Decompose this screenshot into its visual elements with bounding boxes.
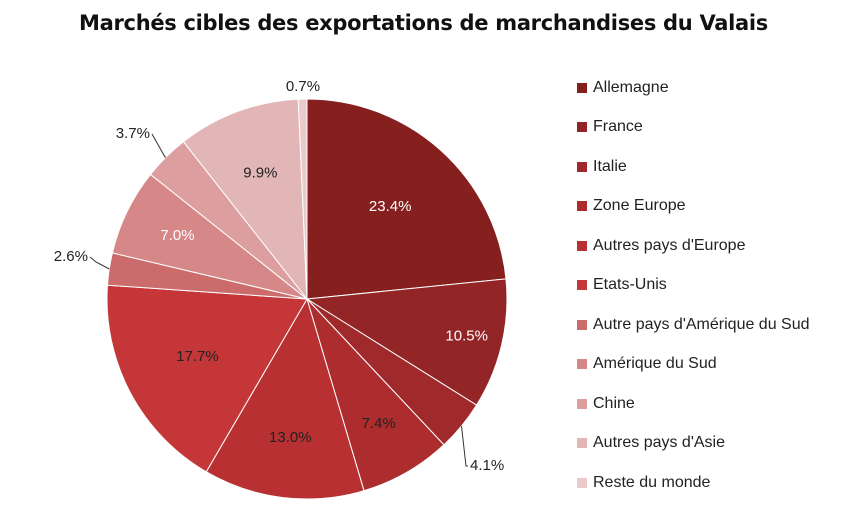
pie-slice (297, 98, 308, 300)
legend-swatch (577, 122, 587, 133)
data-label: 9.9% (243, 164, 277, 181)
legend-swatch (577, 359, 587, 370)
pie-slice (306, 98, 507, 300)
legend-swatch (577, 280, 587, 291)
legend-label: France (593, 118, 643, 136)
legend: Allemagne France Italie Zone Europe Autres p… (577, 68, 810, 503)
legend-item: Autre pays d'Amérique du Sud (577, 305, 810, 345)
pie-slice (182, 98, 308, 301)
legend-label: Allemagne (593, 78, 669, 96)
pie-slice (205, 297, 365, 500)
legend-label: Chine (593, 394, 635, 412)
legend-swatch (577, 319, 587, 330)
leader-line (461, 425, 468, 467)
legend-item: Zone Europe (577, 187, 810, 227)
legend-item: France (577, 108, 810, 148)
leader-line (89, 256, 110, 270)
legend-item: Allemagne (577, 68, 810, 108)
legend-swatch (577, 82, 587, 93)
legend-label: Reste du monde (593, 473, 711, 491)
leader-line (151, 133, 167, 158)
data-label: 17.7% (176, 348, 219, 365)
legend-item: Etats-Unis (577, 266, 810, 306)
data-label: 13.0% (269, 429, 312, 446)
legend-label: Autre pays d'Amérique du Sud (593, 315, 810, 333)
legend-item: Italie (577, 147, 810, 187)
pie-slice (106, 284, 308, 473)
legend-item: Chine (577, 384, 810, 424)
legend-item: Autres pays d'Asie (577, 424, 810, 464)
legend-swatch (577, 438, 587, 449)
legend-swatch (577, 201, 587, 212)
legend-item: Reste du monde (577, 463, 810, 503)
legend-swatch (577, 398, 587, 409)
legend-swatch (577, 240, 587, 251)
chart-title: Marchés cibles des exportations de march… (79, 11, 768, 35)
legend-item: Autres pays d'Europe (577, 226, 810, 266)
legend-item: Amérique du Sud (577, 345, 810, 385)
data-label: 3.7% (116, 125, 150, 142)
legend-label: Etats-Unis (593, 276, 667, 294)
legend-swatch (577, 477, 587, 488)
legend-swatch (577, 161, 587, 172)
data-label: 4.1% (470, 457, 504, 474)
data-label: 0.7% (286, 78, 320, 95)
legend-label: Autres pays d'Europe (593, 236, 746, 254)
data-label: 2.6% (54, 248, 88, 265)
data-label: 7.4% (362, 415, 396, 432)
pie-slice (305, 278, 508, 406)
data-label: 23.4% (369, 198, 412, 215)
data-label: 10.5% (445, 327, 488, 344)
legend-label: Zone Europe (593, 197, 686, 215)
legend-label: Amérique du Sud (593, 355, 717, 373)
data-label: 7.0% (160, 227, 194, 244)
legend-label: Italie (593, 157, 627, 175)
legend-label: Autres pays d'Asie (593, 434, 726, 452)
